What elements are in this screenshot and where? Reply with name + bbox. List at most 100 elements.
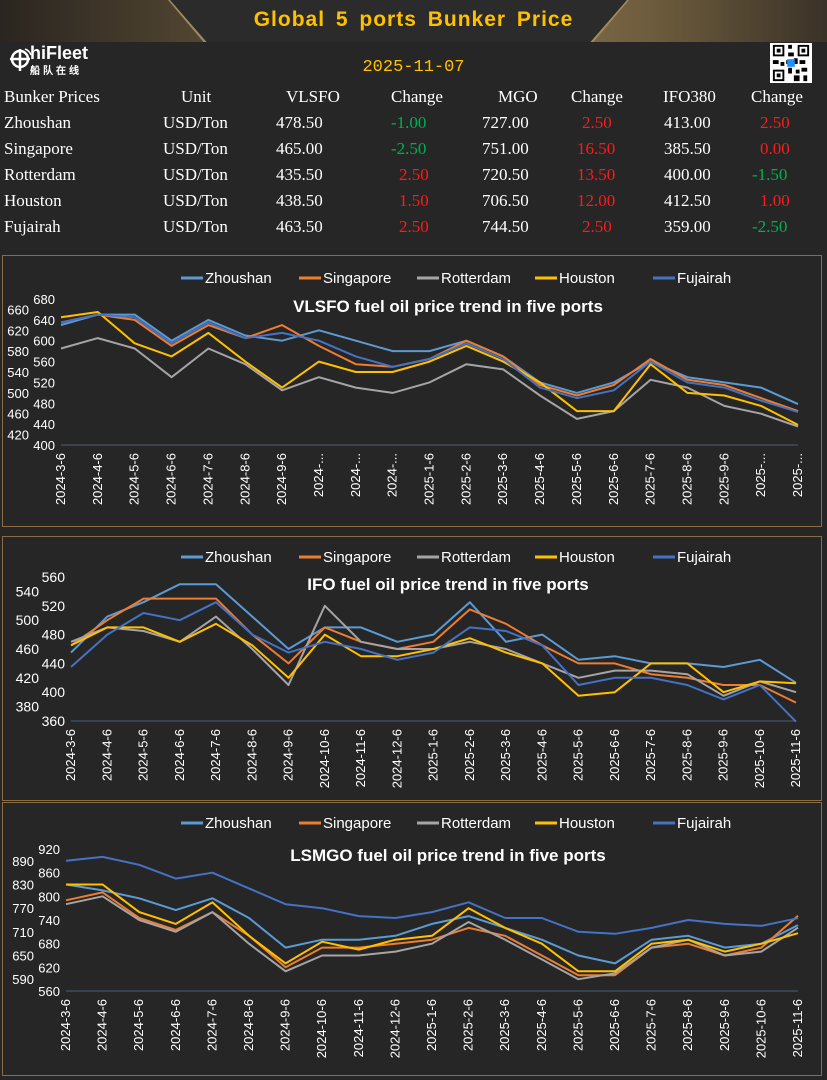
qr-code-icon [770,43,812,83]
table-row: Zhoushan USD/Ton 478.50 -1.00 727.00 2.50 413.… [0,112,827,138]
table-row: Fujairah USD/Ton 463.50 2.50 744.50 2.50 359.0… [0,216,827,242]
change-value: 12.00 [577,191,616,210]
series-line-singapore [70,597,797,704]
x-tick-label: 2025-1-6 [424,999,439,1051]
x-tick-label: 2024-6-6 [164,453,179,505]
change-value: 1.50 [399,191,429,210]
lsmgo-chart: 560 590 620 650 680 710 740 770 800 830 860 890 920 2… [2,802,822,1076]
x-tick-label: 2024-7-6 [200,453,215,505]
price-value: 720.50 [482,165,529,184]
y-tick-label: 500 [16,612,40,628]
y-tick-label: 380 [16,699,40,715]
price-value: 400.00 [664,165,711,184]
legend-label: Rotterdam [441,815,511,832]
x-tick-label: 2024-3-6 [53,453,68,505]
legend-label: Houston [559,815,615,832]
legend-label: Rotterdam [441,270,511,287]
x-tick-label: 2024-7-6 [204,999,219,1051]
y-tick-label: 590 [12,972,34,987]
y-tick-label: 540 [16,583,40,599]
x-tick-label: 2024-6-6 [168,999,183,1051]
price-value: 465.00 [276,139,323,158]
col-header: Bunker Prices [4,87,100,106]
chart-svg: 560 590 620 650 680 710 740 770 800 830 860 890 920 2… [12,815,805,1058]
y-tick-label: 890 [12,854,34,869]
series-line-rotterdam [60,337,799,428]
col-header: Change [391,87,443,106]
series-line-zhoushan [65,883,799,965]
col-header: VLSFO [286,87,340,106]
x-tick-label: 2025-4-6 [534,999,549,1051]
series-line-fujairah [60,313,799,413]
price-value: 438.50 [276,191,323,210]
y-tick-label: 440 [42,655,66,671]
x-tick-label: 2025-... [753,453,768,497]
x-tick-label: 2025-3-6 [497,999,512,1051]
price-value: 744.50 [482,217,529,236]
x-tick-label: 2025-6-6 [607,999,622,1051]
x-tick-label: 2025-3-6 [495,453,510,505]
legend-label: Fujairah [677,270,731,287]
unit: USD/Ton [163,191,228,210]
x-tick-label: 2024-8-6 [237,453,252,505]
x-tick-label: 2024-... [385,453,400,497]
report-date: 2025-11-07 [362,58,465,77]
legend-label: Zhoushan [205,270,272,287]
change-value: 2.50 [399,165,429,184]
change-value: 2.50 [582,217,612,236]
y-tick-label: 710 [12,925,34,940]
x-tick-label: 2025-2-6 [461,999,476,1051]
table-header-row: Bunker Prices Unit VLSFO Change MGO Chan… [0,86,827,112]
x-tick-label: 2024-5-6 [127,453,142,505]
y-tick-label: 740 [38,913,60,928]
y-tick-label: 540 [7,365,29,380]
x-tick-label: 2025-9-6 [716,453,731,505]
vlsfo-chart: 400 420 440 460 480 500 520 540 560 580 600 620 640 6… [2,255,822,527]
series-line-houston [60,311,799,426]
y-tick-label: 620 [7,323,29,338]
x-tick-label: 2024-... [348,453,363,497]
y-tick-label: 420 [7,428,29,443]
x-tick-label: 2025-1-6 [422,453,437,505]
header-banner [0,0,827,42]
legend-label: Houston [559,270,615,287]
y-tick-label: 460 [16,641,40,657]
y-tick-label: 800 [38,889,60,904]
x-tick-label: 2024-3-6 [58,999,73,1051]
price-value: 385.50 [664,139,711,158]
x-tick-label: 2025-10-6 [752,729,767,788]
y-tick-label: 400 [42,684,66,700]
series-line-fujairah [65,855,799,935]
y-tick-label: 560 [42,569,66,585]
x-tick-label: 2025-9-6 [716,729,731,781]
y-tick-label: 620 [38,960,60,975]
x-tick-label: 2024-12-6 [389,729,404,788]
chart-svg: 400 420 440 460 480 500 520 540 560 580 600 620 640 6… [7,270,805,505]
x-tick-label: 2024-5-6 [131,999,146,1051]
x-tick-label: 2025-6-6 [607,729,622,781]
x-tick-label: 2025-10-6 [753,999,768,1058]
x-tick-label: 2025-11-6 [788,729,803,787]
price-value: 751.00 [482,139,529,158]
series-line-houston [66,883,799,973]
y-tick-label: 420 [16,670,40,686]
unit: USD/Ton [163,113,228,132]
x-tick-label: 2025-9-6 [717,999,732,1051]
x-tick-label: 2025-3-6 [498,729,513,781]
x-tick-label: 2024-8-6 [241,999,256,1051]
legend-label: Singapore [323,549,391,566]
x-tick-label: 2024-12-6 [387,999,402,1058]
x-tick-label: 2025-5-6 [569,453,584,505]
x-tick-label: 2024-11-6 [351,999,366,1057]
col-header: Change [571,87,623,106]
legend-label: Singapore [323,815,391,832]
unit: USD/Ton [163,165,228,184]
x-tick-label: 2024-10-6 [317,729,332,788]
x-tick-label: 2024-11-6 [353,729,368,787]
legend-label: Zhoushan [205,549,272,566]
y-tick-label: 860 [38,866,60,881]
series-line-rotterdam [65,895,799,981]
y-tick-label: 560 [38,984,60,999]
chart-title: VLSFO fuel oil price trend in five ports [293,297,603,316]
y-tick-label: 360 [42,713,66,729]
